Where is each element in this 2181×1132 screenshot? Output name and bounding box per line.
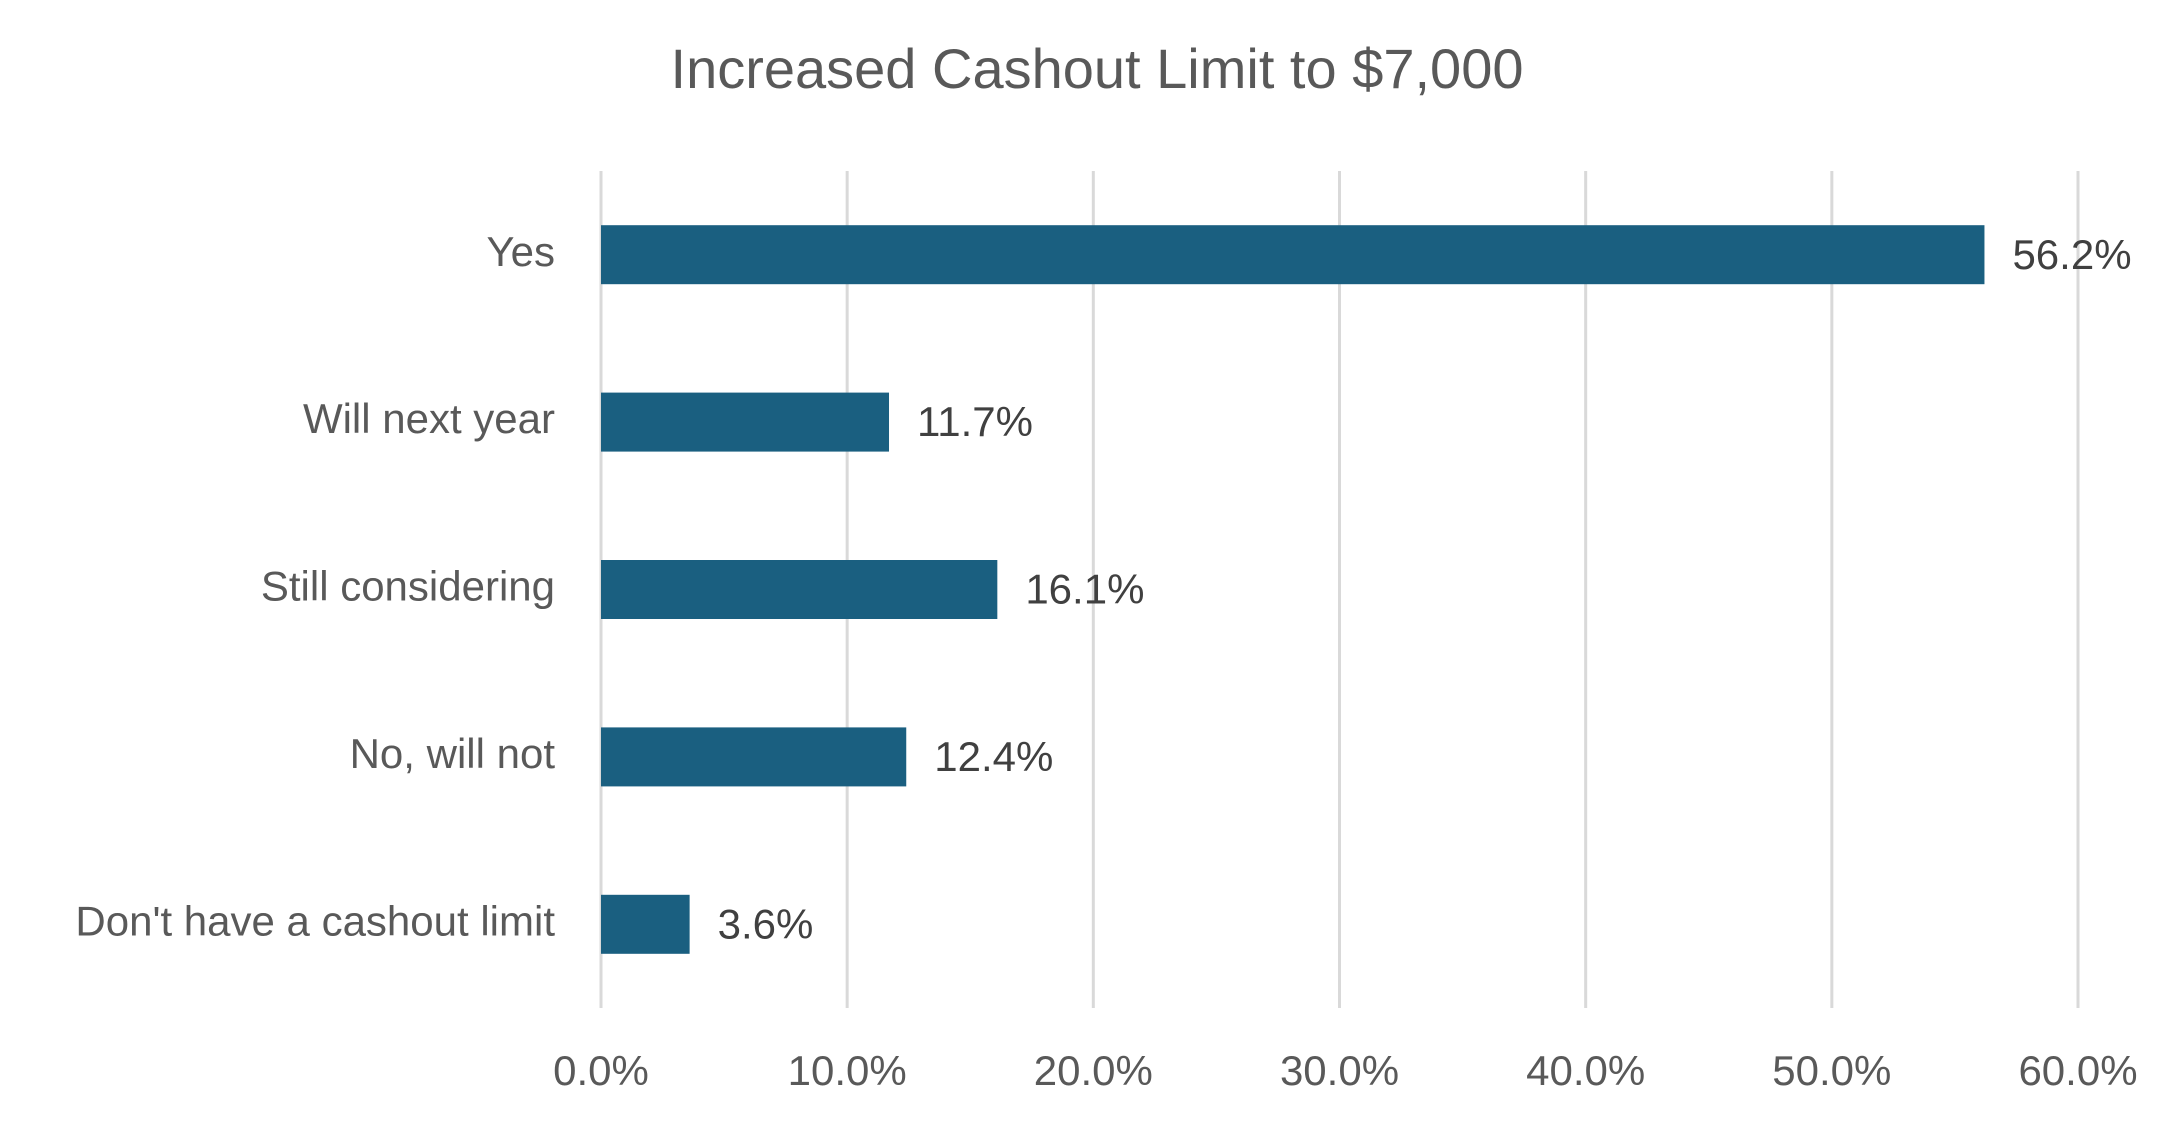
bar bbox=[601, 894, 690, 954]
bar bbox=[601, 727, 907, 787]
value-label: 56.2% bbox=[2012, 231, 2131, 278]
x-tick-label: 0.0% bbox=[553, 1047, 649, 1094]
category-label: Will next year bbox=[303, 395, 555, 442]
x-tick-label: 20.0% bbox=[1034, 1047, 1153, 1094]
category-label: Don't have a cashout limit bbox=[75, 897, 555, 944]
chart-title: Increased Cashout Limit to $7,000 bbox=[671, 37, 1524, 100]
category-label: No, will not bbox=[350, 730, 556, 777]
x-tick-label: 40.0% bbox=[1526, 1047, 1645, 1094]
value-label: 12.4% bbox=[934, 733, 1053, 780]
value-label: 16.1% bbox=[1025, 566, 1144, 613]
value-label: 11.7% bbox=[917, 398, 1033, 445]
bar bbox=[601, 225, 1985, 285]
x-tick-label: 50.0% bbox=[1772, 1047, 1891, 1094]
x-tick-label: 60.0% bbox=[2018, 1047, 2137, 1094]
x-tick-label: 30.0% bbox=[1280, 1047, 1399, 1094]
bar bbox=[601, 560, 998, 619]
bar bbox=[601, 392, 890, 452]
x-tick-label: 10.0% bbox=[788, 1047, 907, 1094]
category-label: Still considering bbox=[261, 563, 555, 610]
category-label: Yes bbox=[486, 228, 555, 275]
value-label: 3.6% bbox=[718, 900, 814, 947]
